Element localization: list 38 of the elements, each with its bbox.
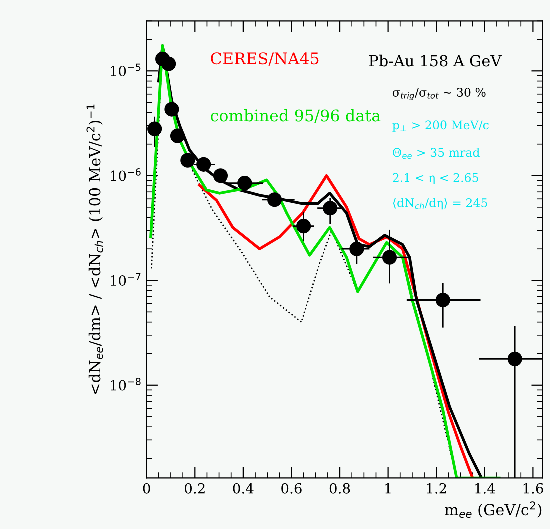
point (213, 168, 228, 184)
y-tick-label: 10$^{−7}$ (111, 273, 141, 286)
point (162, 56, 176, 72)
y-axis-title: <dN$_{ee}$/dm> / <dN$_{ch}$> (100 MeV/c$^{2}$)$^{−1}$ (86, 104, 104, 394)
x-tick-label: 1 (386, 483, 391, 494)
x-tick-label: 0.4 (233, 483, 254, 494)
x-tick-label: 0.6 (282, 483, 302, 494)
annotation: σ$_{trig}$/σ$_{tot}$ ~ 30 % (392, 88, 486, 100)
x-axis-title: m$_{ee}$ (GeV/c$^{2}$) (445, 502, 542, 518)
y-tick-label: 10$^{−8}$ (111, 378, 141, 391)
point (436, 292, 450, 308)
point (508, 352, 522, 366)
x-tick-label: 0 (143, 483, 150, 494)
point (296, 219, 312, 234)
point (268, 192, 282, 208)
annotation: Θ$_{ee}$ > 35 mrad (393, 148, 480, 160)
point (323, 201, 338, 216)
y-tick-label: 10$^{−5}$ (111, 64, 141, 77)
point (196, 157, 212, 172)
annotation: ⟨dN$_{ch}$/dη⟩ = 245 (393, 198, 488, 210)
point (180, 153, 196, 168)
text: combined 95/96 data (211, 109, 381, 124)
x-tick-label: 1.6 (524, 483, 544, 494)
point (164, 102, 180, 117)
x-tick-label: 1.4 (476, 483, 496, 494)
text: CERES/NA45 (211, 52, 319, 66)
point (148, 122, 162, 136)
point (238, 176, 252, 191)
point (170, 128, 186, 144)
x-tick-label: 1.2 (427, 483, 446, 494)
annotation: p$_{⊥}$ > 200 MeV/c (392, 120, 489, 132)
x-tick-label: 0.2 (185, 483, 205, 494)
y-tick-label: 10$^{−6}$ (111, 168, 141, 182)
annotation: 2.1 < η < 2.65 (393, 173, 478, 185)
point (350, 242, 364, 256)
x-tick-label: 0.8 (330, 483, 350, 494)
point (382, 250, 398, 265)
annotation: Pb-Au 158 A GeV (369, 54, 502, 67)
